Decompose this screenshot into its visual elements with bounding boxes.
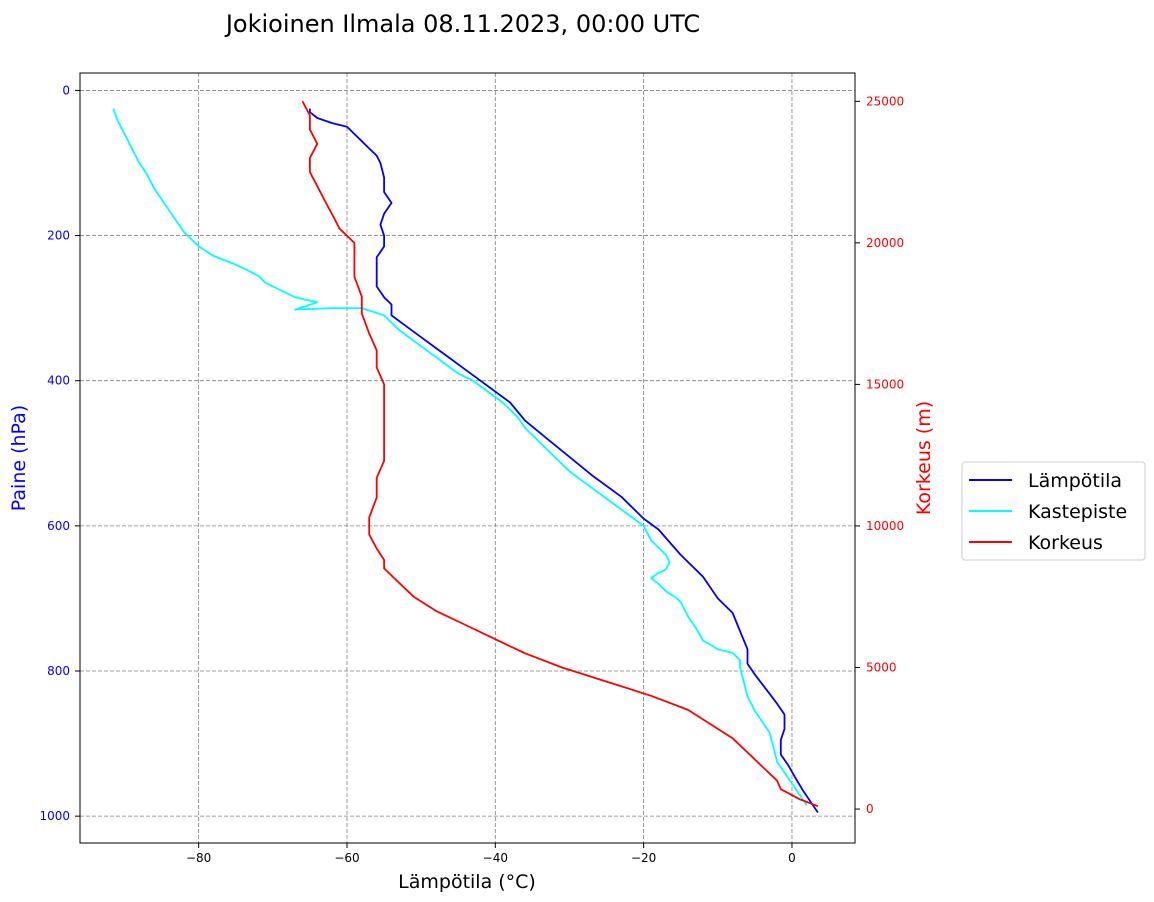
y-left-tick-label: 200	[47, 229, 70, 243]
legend-box	[961, 461, 1146, 561]
temperature-line	[308, 108, 819, 814]
y-right-tick-label: 15000	[866, 377, 904, 391]
y-left-tick-label: 0	[62, 83, 70, 97]
x-tick-label: −20	[631, 851, 656, 865]
y-right-tick-label: 10000	[866, 519, 904, 533]
y-right-tick-label: 25000	[866, 94, 904, 108]
dewpoint-line	[112, 108, 808, 806]
y-right-axis-label: Korkeus (m)	[913, 401, 935, 515]
x-axis-label: Lämpötila (°C)	[398, 871, 536, 893]
y-left-axis-label: Paine (hPa)	[8, 405, 30, 511]
x-tick-label: 0	[788, 851, 796, 865]
y-left-tick-label: 400	[47, 374, 70, 388]
y-right-tick-label: 20000	[866, 236, 904, 250]
series-lines	[112, 100, 819, 814]
x-tick-label: −40	[483, 851, 508, 865]
chart-title: Jokioinen Ilmala 08.11.2023, 00:00 UTC	[224, 10, 700, 38]
y-left-tick-label: 800	[47, 664, 70, 678]
x-tick-label: −80	[186, 851, 211, 865]
legend: Lämpötila Kastepiste Korkeus	[961, 461, 1146, 561]
y-right-axis-ticks: 0 5000 10000 15000 20000 25000	[855, 94, 904, 816]
y-left-axis-ticks: 0 200 400 600 800 1000	[39, 83, 80, 823]
y-right-tick-label: 5000	[866, 660, 897, 674]
grid	[80, 73, 855, 843]
legend-label: Kastepiste	[1028, 501, 1127, 523]
y-left-tick-label: 600	[47, 519, 70, 533]
height-line	[301, 100, 819, 808]
x-axis-ticks: −80 −60 −40 −20 0	[186, 843, 796, 865]
legend-label: Lämpötila	[1028, 470, 1122, 492]
y-left-tick-label: 1000	[39, 809, 70, 823]
x-tick-label: −60	[334, 851, 359, 865]
legend-label: Korkeus	[1028, 532, 1103, 554]
plot-frame	[79, 72, 856, 844]
y-right-tick-label: 0	[866, 802, 874, 816]
